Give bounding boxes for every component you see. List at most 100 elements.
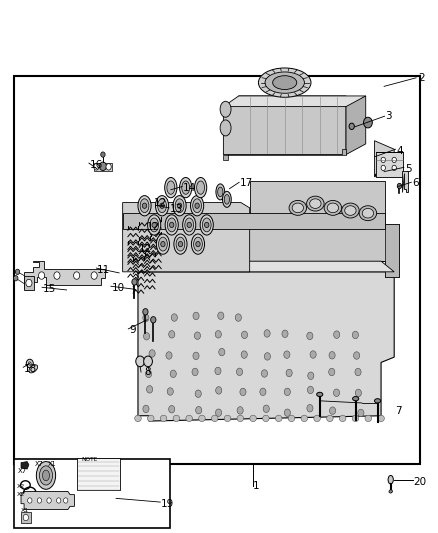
Ellipse shape	[327, 415, 333, 422]
Text: 15: 15	[43, 284, 56, 294]
Ellipse shape	[148, 415, 154, 422]
Ellipse shape	[197, 181, 205, 195]
Circle shape	[308, 372, 314, 379]
Circle shape	[307, 332, 313, 340]
Ellipse shape	[140, 199, 149, 213]
Circle shape	[284, 409, 290, 416]
Ellipse shape	[220, 101, 231, 117]
Ellipse shape	[199, 415, 205, 422]
Ellipse shape	[339, 415, 346, 422]
Ellipse shape	[180, 177, 192, 198]
Polygon shape	[123, 203, 250, 272]
Text: X1: X1	[47, 461, 56, 467]
Text: 8: 8	[144, 367, 151, 377]
Circle shape	[26, 359, 33, 368]
Circle shape	[143, 309, 148, 315]
Circle shape	[26, 279, 32, 287]
Circle shape	[355, 389, 361, 397]
Ellipse shape	[342, 203, 359, 218]
Circle shape	[39, 272, 45, 279]
Text: 5: 5	[405, 164, 411, 174]
Circle shape	[160, 203, 164, 208]
Text: 16: 16	[90, 160, 103, 169]
Circle shape	[37, 498, 42, 503]
Text: 9: 9	[130, 326, 136, 335]
Ellipse shape	[310, 199, 321, 208]
Ellipse shape	[272, 76, 297, 90]
Ellipse shape	[165, 215, 178, 235]
Circle shape	[264, 353, 270, 360]
Ellipse shape	[365, 415, 371, 422]
Ellipse shape	[202, 218, 211, 232]
Ellipse shape	[194, 177, 207, 198]
Text: NOTE: NOTE	[81, 457, 97, 462]
Circle shape	[381, 165, 385, 171]
Circle shape	[328, 368, 335, 376]
Circle shape	[329, 352, 335, 359]
Circle shape	[15, 269, 20, 274]
Circle shape	[205, 222, 209, 228]
Text: 17: 17	[240, 179, 253, 188]
Polygon shape	[223, 96, 346, 155]
Circle shape	[74, 272, 80, 279]
Ellipse shape	[352, 415, 359, 422]
Bar	[14, 459, 170, 528]
Ellipse shape	[292, 203, 304, 213]
Ellipse shape	[39, 466, 53, 485]
Circle shape	[28, 498, 32, 503]
Ellipse shape	[216, 184, 225, 200]
Circle shape	[94, 164, 99, 170]
Circle shape	[132, 279, 137, 285]
Text: 18: 18	[24, 364, 37, 374]
Bar	[24, 276, 34, 290]
Text: 3: 3	[385, 111, 392, 121]
Ellipse shape	[265, 72, 304, 93]
Ellipse shape	[224, 415, 231, 422]
Circle shape	[260, 388, 266, 395]
Text: 7: 7	[395, 407, 402, 416]
Circle shape	[264, 330, 270, 337]
Circle shape	[193, 312, 199, 320]
Circle shape	[215, 330, 221, 338]
Circle shape	[392, 157, 396, 163]
Circle shape	[145, 370, 152, 377]
Circle shape	[166, 352, 172, 359]
Polygon shape	[374, 141, 403, 177]
Circle shape	[170, 222, 174, 228]
Ellipse shape	[324, 200, 342, 215]
Circle shape	[364, 117, 372, 128]
Circle shape	[106, 164, 111, 170]
Ellipse shape	[173, 196, 186, 216]
Circle shape	[167, 388, 173, 395]
Ellipse shape	[314, 415, 320, 422]
Circle shape	[240, 388, 246, 395]
Circle shape	[14, 276, 18, 281]
Circle shape	[215, 367, 221, 375]
Circle shape	[334, 331, 340, 338]
Text: X2: X2	[17, 484, 25, 489]
Ellipse shape	[156, 234, 170, 254]
Circle shape	[353, 352, 360, 359]
Polygon shape	[385, 224, 399, 277]
Circle shape	[91, 272, 97, 279]
Ellipse shape	[289, 200, 307, 215]
Circle shape	[349, 123, 354, 130]
Ellipse shape	[218, 187, 223, 197]
Circle shape	[152, 222, 156, 228]
Polygon shape	[123, 224, 399, 277]
Text: 20: 20	[413, 477, 427, 487]
Ellipse shape	[159, 237, 167, 251]
Ellipse shape	[200, 215, 213, 235]
Circle shape	[169, 330, 175, 338]
Text: 4: 4	[396, 147, 403, 156]
Text: 14: 14	[183, 183, 196, 193]
Ellipse shape	[173, 415, 180, 422]
Circle shape	[194, 332, 201, 340]
Bar	[14, 76, 420, 464]
Circle shape	[142, 203, 147, 208]
Ellipse shape	[362, 208, 374, 218]
Ellipse shape	[183, 215, 196, 235]
Text: X7: X7	[18, 467, 27, 474]
Ellipse shape	[317, 392, 323, 397]
Polygon shape	[123, 213, 385, 229]
